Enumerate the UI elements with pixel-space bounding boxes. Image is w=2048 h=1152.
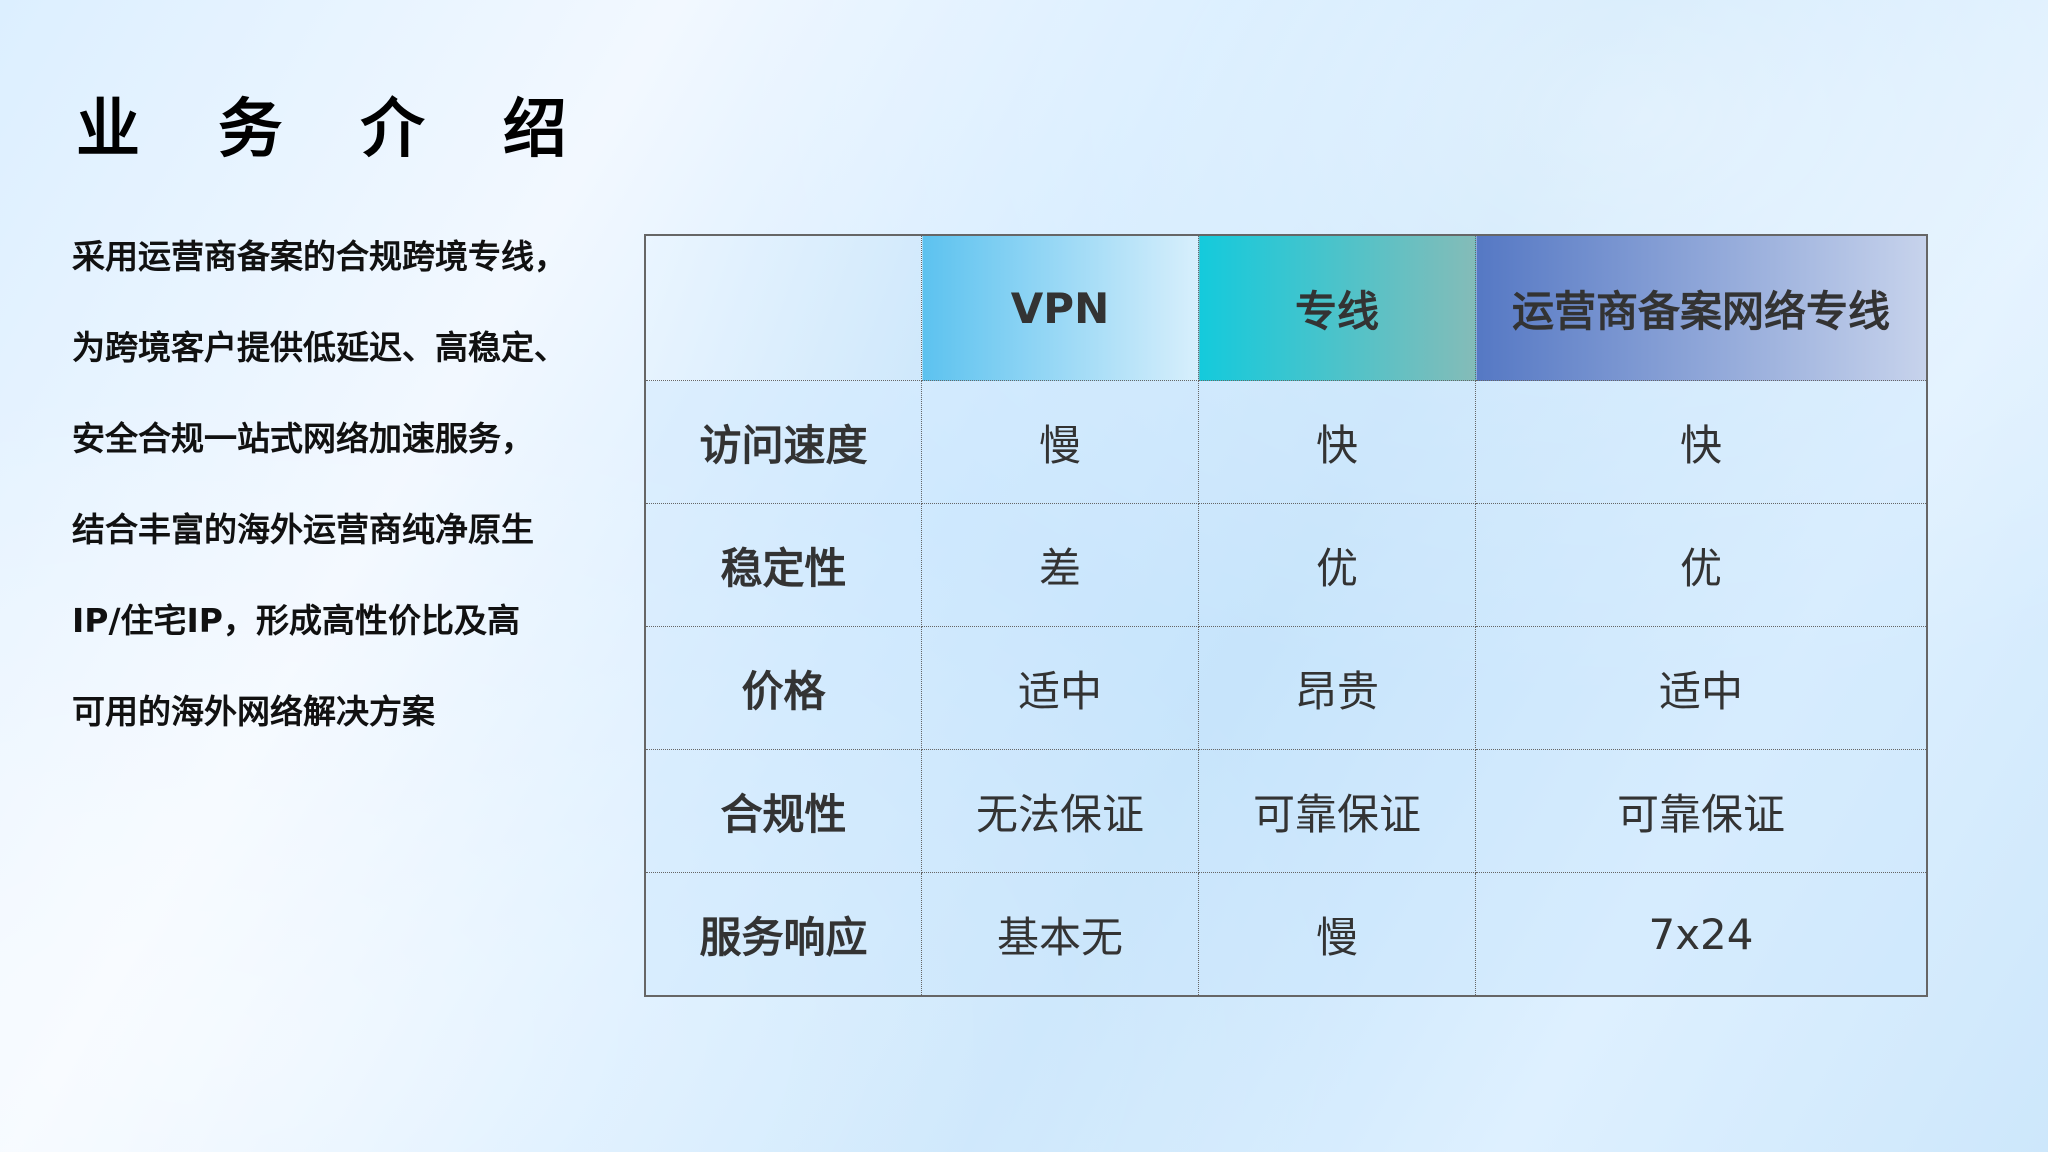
row-label: 价格 (644, 626, 922, 750)
table-cell: 差 (921, 503, 1199, 627)
comparison-table: VPN 专线 运营商备案网络专线 访问速度慢快快稳定性差优优价格 适中 昂贵 适中 合规… (644, 234, 1928, 997)
row-label: 访问速度 (644, 380, 922, 504)
table-row: 访问速度慢快快 (644, 380, 1928, 504)
header-cell-dedicated-line: 专线 (1198, 234, 1476, 381)
table-cell: 基本无 (921, 872, 1199, 997)
table-cell: 慢 (921, 380, 1199, 504)
header-cell-empty (644, 234, 922, 381)
table-cell: 适中 (921, 626, 1199, 750)
row-label: 稳定性 (644, 503, 922, 627)
intro-line: IP/住宅IP，形成高性价比及高 (72, 601, 520, 640)
table-cell: 7x24 (1475, 872, 1928, 997)
intro-line: 可用的海外网络解决方案 (72, 692, 435, 731)
table-cell: 无法保证 (921, 749, 1199, 873)
table-cell: 适中 (1475, 626, 1928, 750)
table-cell: 可靠保证 (1475, 749, 1928, 873)
row-label: 合规性 (644, 749, 922, 873)
table-cell: 快 (1475, 380, 1928, 504)
header-cell-vpn: VPN (921, 234, 1199, 381)
intro-line: 为跨境客户提供低延迟、高稳定、 (72, 328, 567, 367)
page-title: 业 务 介 绍 (76, 93, 595, 167)
table-row: 稳定性差优优 (644, 503, 1928, 627)
table-cell: 昂贵 (1198, 626, 1476, 750)
header-cell-carrier-line: 运营商备案网络专线 (1475, 234, 1928, 381)
table-cell: 优 (1475, 503, 1928, 627)
table-row: 合规性 无法保证 可靠保证 可靠保证 (644, 749, 1928, 873)
table-cell: 可靠保证 (1198, 749, 1476, 873)
intro-line: 结合丰富的海外运营商纯净原生 (72, 510, 534, 549)
table-row: 价格 适中 昂贵 适中 (644, 626, 1928, 750)
intro-line: 采用运营商备案的合规跨境专线， (72, 237, 567, 276)
intro-line: 安全合规一站式网络加速服务， (72, 419, 534, 458)
table-row: 服务响应 基本无慢 7x24 (644, 872, 1928, 997)
table-cell: 优 (1198, 503, 1476, 627)
table-cell: 慢 (1198, 872, 1476, 997)
table-cell: 快 (1198, 380, 1476, 504)
intro-text: 采用运营商备案的合规跨境专线， 为跨境客户提供低延迟、高稳定、 安全合规一站式网… (72, 232, 632, 778)
row-label: 服务响应 (644, 872, 922, 997)
table-header-row: VPN 专线 运营商备案网络专线 (644, 234, 1928, 381)
